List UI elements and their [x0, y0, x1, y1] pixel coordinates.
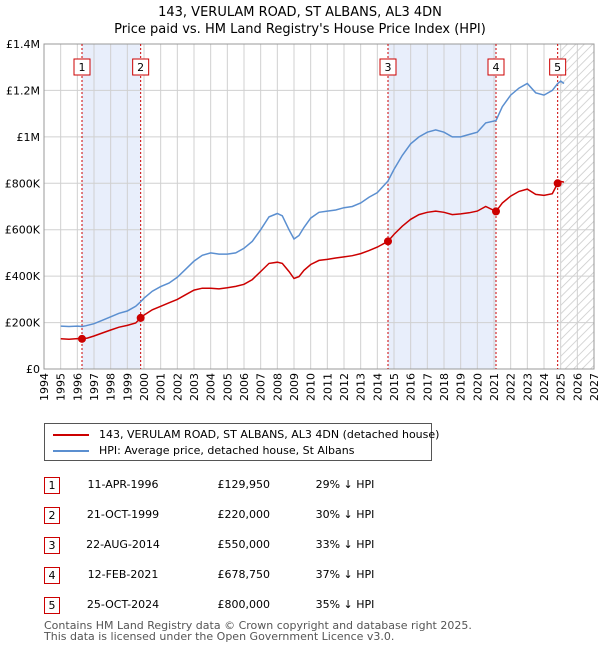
x-tick-label: 1996 [71, 373, 84, 401]
sale-date: 12-FEB-2021 [87, 568, 159, 581]
x-tick-label: 2006 [238, 373, 251, 401]
sale-number-badge: 5 [44, 597, 60, 614]
y-tick-label: £800K [5, 177, 41, 190]
x-tick-label: 2018 [438, 373, 451, 401]
legend: 143, VERULAM ROAD, ST ALBANS, AL3 4DN (d… [44, 423, 439, 461]
y-tick-label: £1.2M [6, 84, 40, 97]
sale-price: £678,750 [217, 568, 271, 581]
x-tick-label: 2020 [471, 373, 484, 401]
sale-date: 25-OCT-2024 [86, 598, 160, 611]
x-tick-label: 2024 [538, 373, 551, 401]
sale-marker-box [487, 58, 505, 76]
chart-title: 143, VERULAM ROAD, ST ALBANS, AL3 4DN [158, 5, 442, 20]
sale-price: £220,000 [217, 508, 271, 521]
sale-marker-label: 4 [493, 61, 500, 74]
sale-point [136, 313, 145, 322]
sale-price: £129,950 [217, 478, 271, 491]
sale-point [384, 237, 392, 246]
sale-price: £550,000 [217, 538, 271, 551]
sale-price: £800,000 [217, 598, 271, 611]
sale-point [553, 179, 562, 188]
sale-number-badge: 2 [44, 507, 60, 524]
x-tick-label: 1999 [121, 373, 134, 401]
x-tick-label: 2012 [338, 373, 351, 401]
sale-marker-box [132, 58, 150, 76]
x-tick-label: 2016 [405, 373, 418, 401]
sale-hpi-diff: 35% ↓ HPI [315, 598, 375, 611]
sale-number-badge: 1 [44, 477, 60, 494]
x-tick-label: 2027 [588, 373, 600, 401]
sale-marker-label: 2 [137, 61, 144, 74]
x-tick-label: 1997 [88, 373, 101, 401]
x-tick-label: 2013 [355, 373, 368, 401]
series-line [60, 80, 565, 328]
x-tick-label: 2007 [255, 373, 268, 401]
sale-marker-box [549, 58, 567, 76]
sale-date: 21-OCT-1999 [86, 508, 160, 521]
sale-row: 4 12-FEB-2021 £678,750 37% ↓ HPI [0, 560, 600, 590]
x-tick-label: 2023 [521, 373, 534, 401]
sale-point [492, 207, 500, 216]
y-tick-label: £200K [5, 317, 41, 330]
footer: Contains HM Land Registry data © Crown c… [44, 620, 472, 642]
sale-row: 3 22-AUG-2014 £550,000 33% ↓ HPI [0, 530, 600, 560]
sale-row: 1 11-APR-1996 £129,950 29% ↓ HPI [0, 470, 600, 500]
x-tick-label: 2021 [488, 373, 501, 401]
x-tick-label: 2010 [305, 373, 318, 401]
price-chart: 143, VERULAM ROAD, ST ALBANS, AL3 4DN Pr… [5, 5, 600, 401]
footer-licence: This data is licensed under the Open Gov… [44, 630, 395, 643]
sale-date: 22-AUG-2014 [86, 538, 160, 551]
y-tick-label: £1M [17, 131, 41, 144]
x-tick-label: 1995 [55, 373, 68, 401]
sale-marker-box [73, 58, 91, 76]
x-tick-label: 2008 [271, 373, 284, 401]
legend-label-hpi: HPI: Average price, detached house, St A… [99, 444, 355, 457]
x-tick-label: 1994 [38, 373, 51, 401]
x-tick-label: 1998 [105, 373, 118, 401]
footer-copyright: Contains HM Land Registry data © Crown c… [44, 619, 472, 632]
chart-subtitle: Price paid vs. HM Land Registry's House … [114, 22, 486, 37]
plot-area: 1 2 3 4 5 £0 £200K £400K £600K £800K £1M £1.2M £1.4M… [5, 38, 600, 401]
x-tick-label: 2000 [138, 373, 151, 401]
x-tick-label: 2014 [371, 373, 384, 401]
x-tick-label: 2022 [505, 373, 518, 401]
sale-hpi-diff: 29% ↓ HPI [315, 478, 375, 491]
sale-hpi-diff: 37% ↓ HPI [315, 568, 375, 581]
sale-row: 2 21-OCT-1999 £220,000 30% ↓ HPI [0, 500, 600, 530]
x-tick-label: 2001 [155, 373, 168, 401]
sale-marker-label: 3 [385, 61, 392, 74]
sale-number-badge: 3 [44, 537, 60, 554]
sale-hpi-diff: 30% ↓ HPI [315, 508, 375, 521]
legend-swatch-hpi [53, 450, 89, 452]
plot-frame [43, 43, 595, 370]
y-tick-label: £1.4M [6, 38, 40, 51]
x-tick-label: 2003 [188, 373, 201, 401]
legend-swatch-property [53, 434, 89, 436]
sale-marker-label: 5 [554, 61, 561, 74]
sale-hpi-diff: 33% ↓ HPI [315, 538, 375, 551]
y-tick-label: £400K [5, 270, 41, 283]
legend-label-property: 143, VERULAM ROAD, ST ALBANS, AL3 4DN (d… [99, 428, 440, 441]
x-tick-label: 2019 [455, 373, 468, 401]
sale-point [78, 334, 86, 343]
x-tick-label: 2009 [288, 373, 301, 401]
shaded-period [388, 44, 496, 369]
x-tick-label: 2017 [421, 373, 434, 401]
y-tick-label: £0 [26, 363, 40, 376]
sale-marker-label: 1 [79, 61, 86, 74]
sale-date: 11-APR-1996 [87, 478, 159, 491]
sale-number-badge: 4 [44, 567, 60, 584]
x-tick-label: 2025 [555, 373, 568, 401]
x-tick-label: 2015 [388, 373, 401, 401]
sale-marker-box [379, 58, 397, 76]
x-tick-label: 2005 [221, 373, 234, 401]
x-tick-label: 2004 [205, 373, 218, 401]
sale-row: 5 25-OCT-2024 £800,000 35% ↓ HPI [0, 590, 600, 620]
y-tick-label: £600K [5, 224, 41, 237]
x-tick-label: 2026 [571, 373, 584, 401]
x-tick-label: 2002 [171, 373, 184, 401]
x-tick-label: 2011 [321, 373, 334, 401]
shaded-period [82, 44, 141, 369]
